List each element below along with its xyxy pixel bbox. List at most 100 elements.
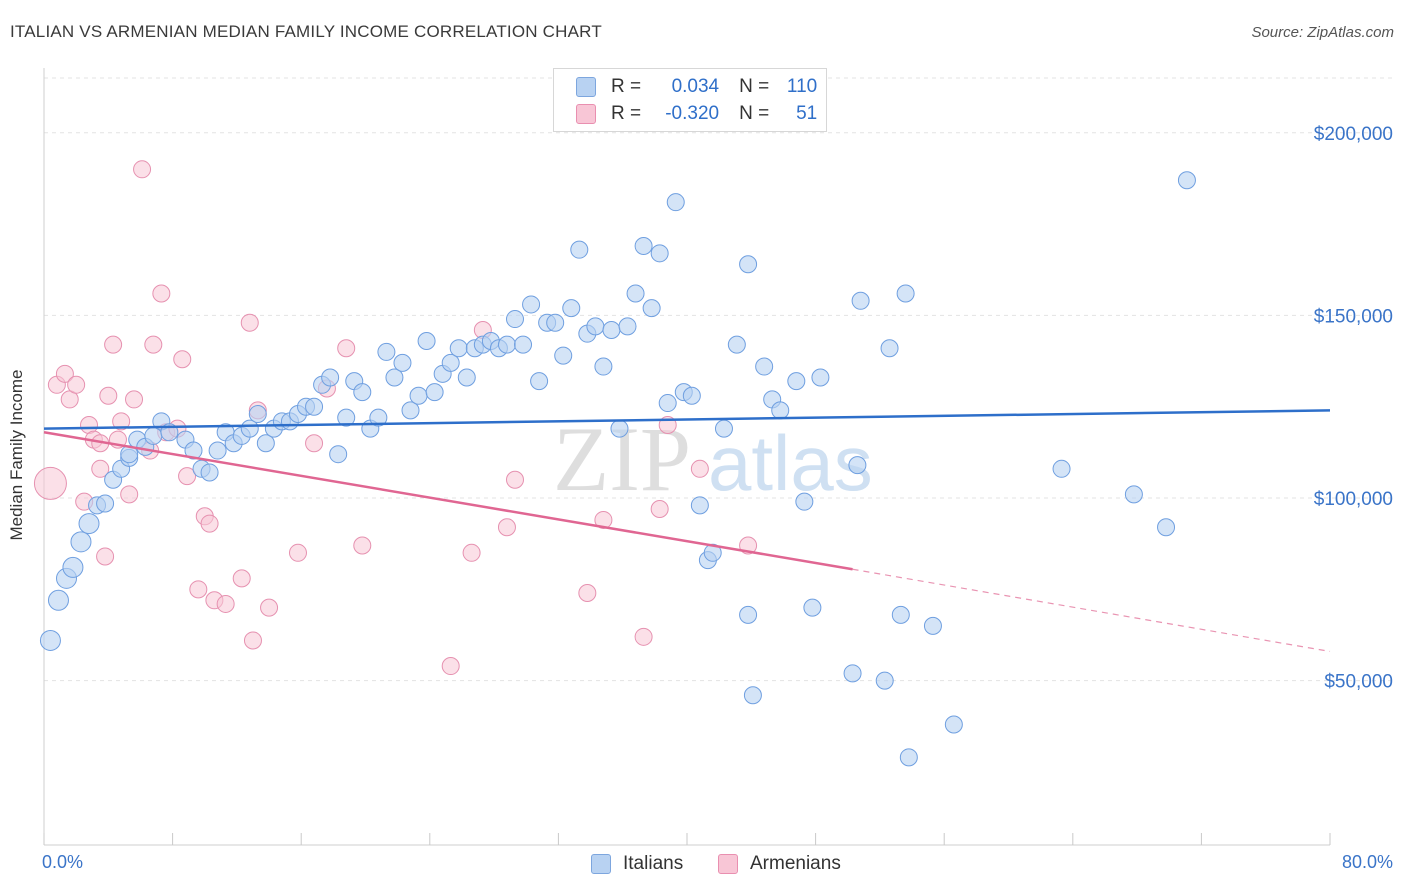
italians-swatch	[576, 77, 596, 97]
armenian-point	[112, 412, 131, 431]
italian-point	[321, 368, 340, 387]
armenians-r-value: -0.320	[665, 103, 720, 124]
italian-point	[923, 616, 942, 635]
axes	[43, 68, 1331, 846]
armenian-point	[189, 580, 208, 599]
svg-text:atlas: atlas	[708, 419, 873, 507]
italian-point	[546, 313, 565, 332]
italians-legend-swatch	[591, 854, 611, 874]
italian-point	[891, 605, 910, 624]
italian-point	[256, 434, 275, 453]
italian-point	[78, 513, 100, 535]
italian-point	[377, 342, 396, 361]
italian-point	[682, 386, 701, 405]
italian-point	[184, 441, 203, 460]
armenian-point	[55, 364, 74, 383]
italians-n-label: N =	[739, 76, 770, 97]
y-tick-label: $50,000	[1324, 672, 1393, 693]
armenian-point	[288, 543, 307, 562]
armenians-trend-extension	[852, 568, 1331, 653]
legend-italians: Italians	[591, 852, 683, 876]
italians-trend-line	[43, 409, 1331, 430]
italian-point	[562, 299, 581, 318]
armenian-point	[243, 631, 262, 650]
armenians-r-label: R =	[611, 103, 642, 124]
italian-point	[650, 244, 669, 263]
armenians-legend-label: Armenians	[750, 853, 841, 874]
italian-point	[739, 255, 758, 274]
italian-point	[305, 397, 324, 416]
italian-point	[409, 386, 428, 405]
source-credit: Source: ZipAtlas.com	[1251, 24, 1394, 41]
italian-point	[875, 671, 894, 690]
italian-point	[634, 237, 653, 256]
italian-point	[441, 353, 460, 372]
italian-point	[62, 556, 84, 578]
armenians-n-label: N =	[739, 103, 770, 124]
italian-point	[1157, 518, 1176, 537]
chart-title: ITALIAN VS ARMENIAN MEDIAN FAMILY INCOME…	[10, 22, 602, 41]
y-tick-label: $150,000	[1314, 306, 1393, 327]
armenian-point	[305, 434, 324, 453]
armenian-point	[232, 569, 251, 588]
italian-point	[385, 368, 404, 387]
x-axis-max-label: 80.0%	[1341, 852, 1393, 872]
italian-point	[787, 372, 806, 391]
armenian-point	[144, 335, 163, 354]
italian-point	[514, 335, 533, 354]
italian-point	[449, 339, 468, 358]
italian-point	[70, 531, 92, 553]
armenian-point	[104, 335, 123, 354]
italian-point	[522, 295, 541, 314]
italian-point	[899, 748, 918, 767]
armenian-point	[578, 583, 597, 602]
italian-point	[417, 331, 436, 350]
italian-point	[848, 456, 867, 475]
armenian-point	[594, 510, 613, 529]
armenian-point	[120, 485, 139, 504]
italian-point	[505, 310, 524, 329]
italian-point	[401, 401, 420, 420]
italian-point	[714, 419, 733, 438]
armenian-point	[353, 536, 372, 555]
armenians-legend-swatch	[718, 854, 738, 874]
italian-point	[755, 357, 774, 376]
italian-point	[329, 445, 348, 464]
italians-legend-label: Italians	[623, 853, 684, 874]
italian-point	[843, 664, 862, 683]
legend-row-italians: R = 0.034 N = 110	[576, 75, 817, 99]
italian-point	[497, 335, 516, 354]
italians-r-value: 0.034	[671, 76, 720, 97]
armenian-point	[33, 466, 67, 500]
armenian-point	[260, 598, 279, 617]
armenians-trend-line	[43, 431, 853, 571]
armenians-n-value: 51	[796, 103, 818, 124]
italian-point	[208, 441, 227, 460]
armenian-point	[96, 547, 115, 566]
trend-lines	[43, 409, 1331, 653]
italian-point	[944, 715, 963, 734]
armenian-point	[216, 594, 235, 613]
italian-point	[666, 193, 685, 212]
x-axis-min-label: 0.0%	[42, 852, 84, 872]
armenian-point	[67, 375, 86, 394]
italians-points	[39, 171, 1196, 767]
italian-point	[570, 240, 589, 259]
italian-point	[1124, 485, 1143, 504]
italian-point	[337, 408, 356, 427]
zipatlas-watermark: ZIP atlas	[553, 408, 873, 510]
italian-point	[586, 317, 605, 336]
italian-point	[369, 408, 388, 427]
italian-point	[353, 383, 372, 402]
armenian-point	[505, 470, 524, 489]
italian-point	[803, 598, 822, 617]
grid	[44, 77, 1395, 682]
italian-point	[795, 492, 814, 511]
armenian-point	[462, 543, 481, 562]
italian-point	[743, 686, 762, 705]
italians-r-label: R =	[611, 76, 642, 97]
italian-point	[393, 353, 412, 372]
italian-point	[811, 368, 830, 387]
y-tick-labels: $50,000 $100,000 $150,000 $200,000	[1314, 124, 1393, 693]
